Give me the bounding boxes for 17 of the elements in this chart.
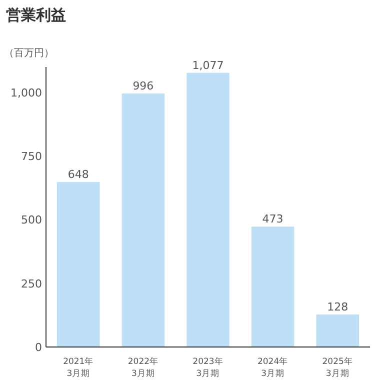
x-tick-label: 2022年 3月期 xyxy=(128,356,159,379)
y-tick-label: 750 xyxy=(21,150,42,164)
x-tick-label: 2021年 3月期 xyxy=(63,356,94,379)
data-label: 996 xyxy=(132,79,154,92)
x-tick-label: 2025年 3月期 xyxy=(322,356,353,379)
data-label: 128 xyxy=(327,300,348,314)
y-tick-label: 1,000 xyxy=(10,86,42,100)
data-label: 1,077 xyxy=(192,58,224,72)
x-tick-label: 2023年 3月期 xyxy=(192,356,224,379)
data-label: 648 xyxy=(68,168,89,182)
x-tick-label: 2024年 3月期 xyxy=(257,356,288,379)
y-tick-label: 0 xyxy=(35,341,42,354)
data-label: 473 xyxy=(262,212,284,226)
title: 営業利益 xyxy=(6,6,66,24)
y-tick-label: 250 xyxy=(21,277,42,290)
ylabel: （百万円） xyxy=(4,48,54,59)
y-tick-label: 500 xyxy=(21,214,42,227)
